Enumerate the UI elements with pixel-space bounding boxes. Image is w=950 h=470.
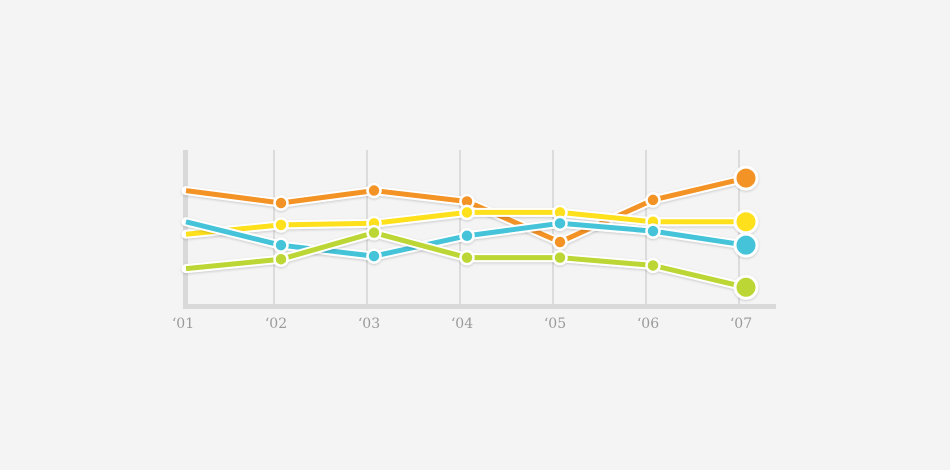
data-point — [459, 249, 475, 266]
data-point — [645, 192, 661, 208]
x-tick-label: ‘07 — [730, 316, 752, 332]
data-point — [273, 217, 289, 233]
axes — [183, 150, 776, 309]
data-point — [366, 224, 382, 241]
data-point — [366, 248, 382, 264]
series-4 — [181, 224, 759, 300]
series-end-point — [733, 209, 759, 235]
x-tick-label: ‘02 — [265, 316, 287, 332]
data-point — [552, 215, 568, 232]
series-2 — [181, 204, 759, 239]
series-1 — [181, 165, 759, 250]
data-point — [273, 237, 289, 253]
series-end-point — [733, 274, 759, 300]
data-point — [459, 204, 475, 221]
x-tick-label: ‘03 — [358, 316, 380, 332]
data-point — [273, 195, 289, 211]
data-point — [645, 223, 661, 239]
data-point — [273, 251, 289, 267]
series-end-point — [733, 232, 759, 258]
series-end-point — [733, 165, 759, 191]
data-point — [552, 249, 568, 266]
x-tick-label: ‘05 — [544, 316, 566, 332]
data-point — [552, 234, 568, 250]
data-point — [366, 182, 382, 199]
series-3 — [181, 215, 759, 264]
series-layer — [181, 165, 759, 300]
x-tick-label: ‘04 — [451, 316, 473, 332]
data-point — [459, 228, 475, 244]
x-tick-label: ‘06 — [637, 316, 659, 332]
data-point — [645, 257, 661, 274]
x-tick-labels: ‘01 ‘02 ‘03 ‘04 ‘05 ‘06 ‘07 — [172, 316, 752, 332]
x-tick-label: ‘01 — [172, 316, 194, 332]
